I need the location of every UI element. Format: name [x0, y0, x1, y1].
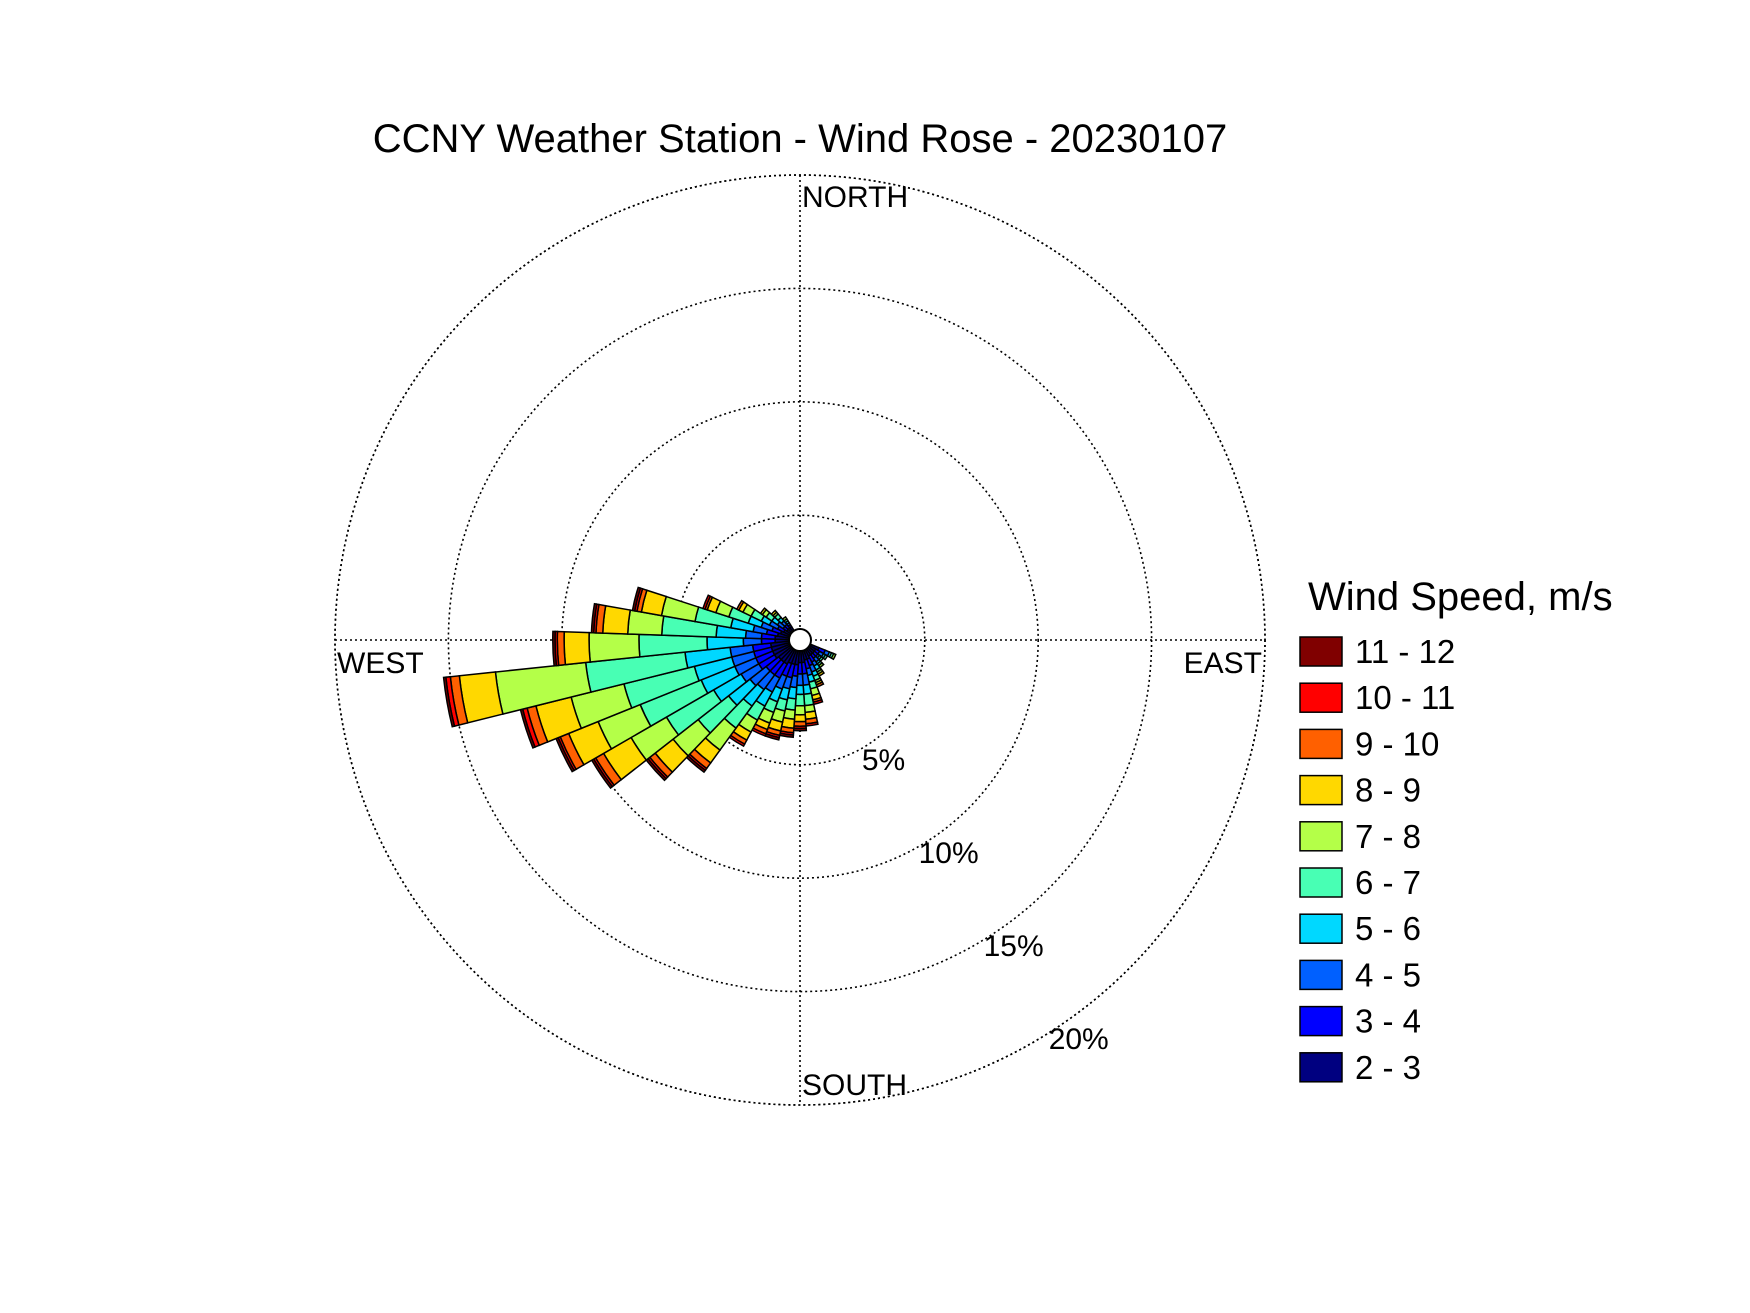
legend-swatch [1299, 1005, 1343, 1037]
legend-label: 9 - 10 [1355, 725, 1439, 762]
grid-ring [447, 287, 1153, 993]
legend-label: 5 - 6 [1355, 910, 1421, 947]
wind-sector-segment [830, 652, 837, 661]
wind-sector-segment [822, 653, 829, 661]
wind-sector-segment [759, 607, 768, 616]
wind-sector-segment [802, 692, 815, 707]
grid-ring [561, 401, 1039, 879]
legend-label: 2 - 3 [1355, 1049, 1421, 1086]
legend-swatch [1299, 867, 1343, 898]
polar-grid [334, 174, 1266, 1106]
legend: Wind Speed, m/s 11 - 12 10 - 11 9 - 10 8 - … [1299, 575, 1613, 1086]
radial-tick-labels: 5% 10% 15% 20% [862, 744, 1109, 1056]
east-label: EAST [1184, 647, 1262, 680]
chart-title: CCNY Weather Station - Wind Rose - 20230… [373, 117, 1228, 161]
legend-swatch [1299, 1052, 1343, 1083]
legend-swatch [1299, 959, 1343, 991]
wind-sector-segment [602, 604, 632, 635]
legend-swatch [1299, 774, 1343, 806]
radial-tick-label: 15% [984, 930, 1044, 963]
legend-label: 8 - 9 [1355, 772, 1421, 809]
grid-ring [334, 174, 1266, 1106]
legend-swatch [1299, 913, 1343, 944]
wind-sector-segment [735, 599, 745, 612]
radial-tick-label: 5% [862, 744, 905, 777]
wind-sector-segment [770, 609, 778, 617]
wind-sector-segment [701, 594, 712, 611]
legend-swatch [1299, 636, 1343, 667]
legend-title: Wind Speed, m/s [1308, 575, 1613, 619]
legend-label: 11 - 12 [1355, 633, 1455, 670]
wind-sectors [442, 586, 837, 790]
legend-label: 4 - 5 [1355, 956, 1421, 993]
wind-sector-segment [631, 586, 642, 612]
calm-center [788, 628, 812, 652]
legend-label: 6 - 7 [1355, 864, 1421, 901]
legend-swatch [1299, 821, 1343, 852]
wind-sector-segment [781, 615, 788, 622]
south-label: SOUTH [802, 1069, 907, 1102]
legend-label: 7 - 8 [1355, 818, 1421, 855]
legend-label: 3 - 4 [1355, 1003, 1421, 1040]
wind-sector-segment [442, 676, 456, 728]
wind-sector-segment [793, 713, 807, 723]
wind-sector-segment [590, 602, 598, 634]
wind-sector-segment [552, 630, 558, 667]
radial-tick-label: 20% [1049, 1023, 1109, 1056]
legend-swatch [1299, 682, 1343, 713]
wind-sector-segment [792, 727, 808, 732]
wind-sector-segment [793, 704, 807, 716]
radial-tick-label: 10% [919, 837, 979, 870]
wind-sector-segment [563, 630, 592, 666]
legend-swatch [1299, 728, 1343, 760]
legend-label: 10 - 11 [1355, 679, 1455, 716]
north-label: NORTH [802, 181, 908, 214]
wind-sector-segment [588, 631, 641, 663]
west-label: WEST [337, 647, 424, 680]
